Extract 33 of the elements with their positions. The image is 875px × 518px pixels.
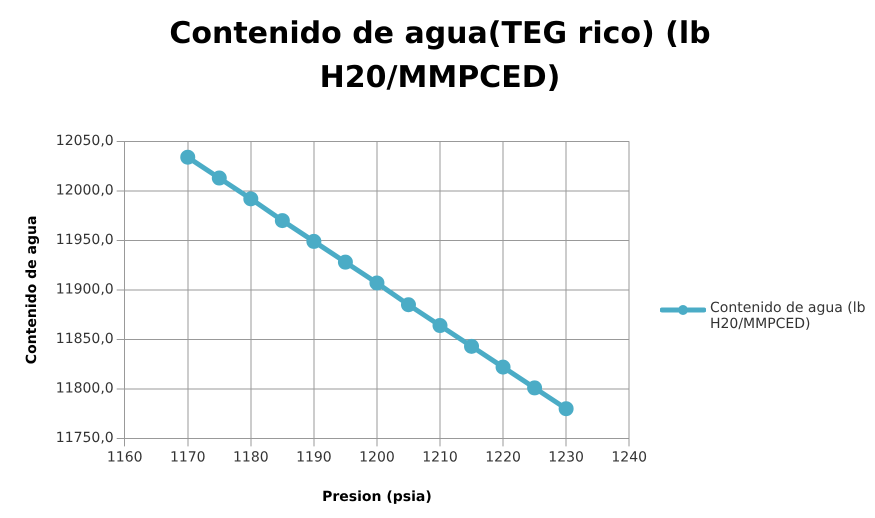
point [527, 380, 542, 396]
y-tick-label: 12000,0 [56, 182, 114, 199]
point [496, 360, 511, 375]
y-tick-label: 11850,0 [56, 331, 114, 348]
x-tick-label: 1240 [611, 449, 648, 466]
x-tick-label: 1210 [422, 449, 458, 466]
y-tick-label: 11900,0 [56, 282, 114, 298]
x-tick-label: 1160 [106, 449, 143, 466]
point [306, 234, 322, 249]
point [432, 318, 448, 334]
point [558, 401, 574, 416]
point [243, 191, 258, 206]
y-axis-title: Contenido de agua [24, 216, 40, 364]
y-tick-label: 11800,0 [56, 380, 114, 397]
x-tick-label: 1220 [485, 449, 521, 466]
point [400, 297, 416, 312]
chart-title: Contenido de agua(TEG rico) (lb H20/MMPCED) [168, 15, 712, 97]
point [338, 254, 353, 270]
point [274, 213, 290, 228]
point [180, 150, 196, 165]
x-axis-title: Presion (psia) [322, 489, 432, 506]
point [212, 170, 227, 186]
point [369, 275, 384, 290]
x-tick-label: 1200 [359, 449, 395, 466]
point [464, 338, 480, 354]
x-tick-label: 1190 [296, 449, 332, 466]
x-tick-label: 1230 [548, 449, 584, 466]
x-tick-label: 1180 [232, 449, 269, 466]
x-tick-label: 1170 [170, 449, 206, 466]
y-tick-label: 11750,0 [56, 430, 114, 446]
legend-label: Contenido de agua (lb H20/MMPCED) [710, 300, 867, 332]
y-tick-label: 11950,0 [56, 232, 114, 248]
y-tick-label: 12050,0 [56, 133, 114, 150]
